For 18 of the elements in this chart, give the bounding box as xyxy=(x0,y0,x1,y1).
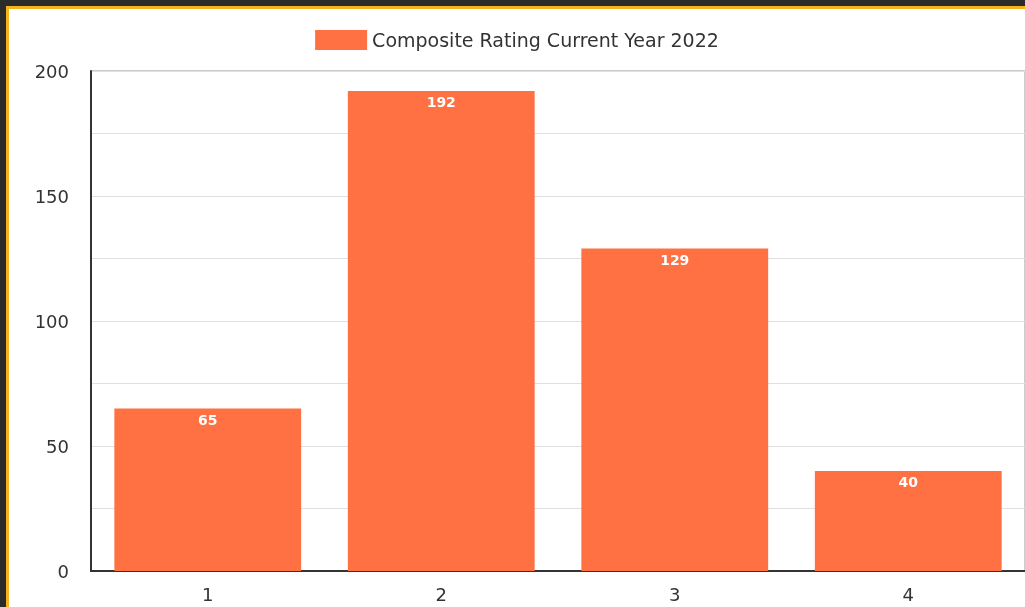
bar xyxy=(581,248,769,571)
bar xyxy=(114,408,302,571)
data-label: 65 xyxy=(198,411,218,428)
legend-label: Composite Rating Current Year 2022 xyxy=(372,29,719,51)
y-tick-label: 0 xyxy=(57,560,69,582)
x-tick-label: 2 xyxy=(435,583,447,605)
data-label: 192 xyxy=(426,94,456,110)
y-tick-label: 50 xyxy=(46,435,69,457)
bar xyxy=(814,471,1002,571)
y-tick-label: 100 xyxy=(34,310,69,332)
y-tick-label: 200 xyxy=(34,60,69,82)
x-tick-label: 3 xyxy=(669,583,681,605)
x-tick-label: 1 xyxy=(202,583,214,605)
y-tick-label: 150 xyxy=(34,185,69,207)
x-tick-label: 4 xyxy=(902,583,914,605)
data-label: 129 xyxy=(660,251,690,268)
data-label: 40 xyxy=(898,474,919,490)
bar xyxy=(347,91,535,571)
